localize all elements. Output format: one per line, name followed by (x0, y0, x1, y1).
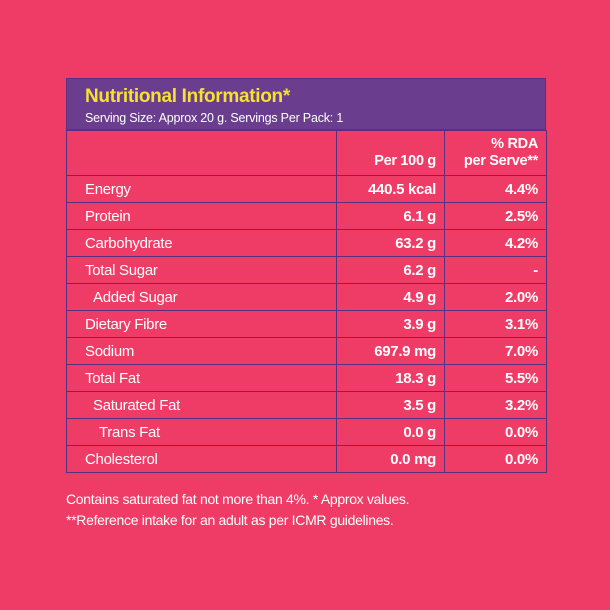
nutrient-name: Cholesterol (66, 445, 337, 473)
nutrient-per100g: 6.1 g (336, 202, 445, 230)
nutrient-per100g: 18.3 g (336, 364, 445, 392)
nutrient-rda: 2.5% (444, 202, 547, 230)
rda-header-line2: per Serve** (463, 153, 538, 169)
footnotes: Contains saturated fat not more than 4%.… (66, 489, 566, 531)
table-row: Sodium 697.9 mg 7.0% (66, 337, 547, 365)
nutrient-rda: 0.0% (444, 445, 547, 473)
nutrient-rda: 4.2% (444, 229, 547, 257)
table-row: Trans Fat 0.0 g 0.0% (66, 418, 547, 446)
table-row: Carbohydrate 63.2 g 4.2% (66, 229, 547, 257)
table-row: Added Sugar 4.9 g 2.0% (66, 283, 547, 311)
nutrition-panel: Nutritional Information* Serving Size: A… (66, 78, 547, 473)
table-row: Energy 440.5 kcal 4.4% (66, 175, 547, 203)
table-row: Total Sugar 6.2 g - (66, 256, 547, 284)
footnote-line-1: Contains saturated fat not more than 4%.… (66, 491, 410, 507)
nutrient-per100g: 4.9 g (336, 283, 445, 311)
nutrient-per100g: 6.2 g (336, 256, 445, 284)
nutrient-name: Sodium (66, 337, 337, 365)
table-row: Cholesterol 0.0 mg 0.0% (66, 445, 547, 473)
nutrient-name: Trans Fat (66, 418, 337, 446)
nutrition-title: Nutritional Information* (85, 86, 290, 107)
nutrient-name: Added Sugar (66, 283, 337, 311)
nutrient-per100g: 3.5 g (336, 391, 445, 419)
nutrient-name: Dietary Fibre (66, 310, 337, 338)
nutrient-name: Carbohydrate (66, 229, 337, 257)
nutrient-rda: - (444, 256, 547, 284)
table-row: Saturated Fat 3.5 g 3.2% (66, 391, 547, 419)
nutrient-rda: 4.4% (444, 175, 547, 203)
nutrient-per100g: 63.2 g (336, 229, 445, 257)
nutrient-rda: 7.0% (444, 337, 547, 365)
column-header-per100g: Per 100 g (336, 130, 445, 176)
serving-info: Serving Size: Approx 20 g. Servings Per … (85, 111, 344, 125)
column-header-rda: % RDA per Serve** (444, 130, 547, 176)
nutrient-name: Energy (66, 175, 337, 203)
nutrition-header: Nutritional Information* Serving Size: A… (66, 78, 546, 130)
header-blank-cell (66, 130, 337, 176)
nutrient-rda: 2.0% (444, 283, 547, 311)
table-row: Dietary Fibre 3.9 g 3.1% (66, 310, 547, 338)
nutrient-rda: 5.5% (444, 364, 547, 392)
nutrient-per100g: 697.9 mg (336, 337, 445, 365)
table-row: Protein 6.1 g 2.5% (66, 202, 547, 230)
nutrient-rda: 3.1% (444, 310, 547, 338)
nutrient-per100g: 0.0 g (336, 418, 445, 446)
nutrient-name: Total Fat (66, 364, 337, 392)
nutrient-name: Protein (66, 202, 337, 230)
table-row: Total Fat 18.3 g 5.5% (66, 364, 547, 392)
footnote-line-2: **Reference intake for an adult as per I… (66, 512, 394, 528)
nutrient-per100g: 3.9 g (336, 310, 445, 338)
nutrient-name: Total Sugar (66, 256, 337, 284)
nutrient-per100g: 440.5 kcal (336, 175, 445, 203)
table-header-row: Per 100 g % RDA per Serve** (66, 130, 547, 176)
nutrient-rda: 0.0% (444, 418, 547, 446)
nutrient-name: Saturated Fat (66, 391, 337, 419)
nutrient-rda: 3.2% (444, 391, 547, 419)
nutrition-table: Per 100 g % RDA per Serve** Energy 440.5… (66, 130, 547, 473)
rda-header-line1: % RDA (491, 136, 538, 152)
nutrient-per100g: 0.0 mg (336, 445, 445, 473)
